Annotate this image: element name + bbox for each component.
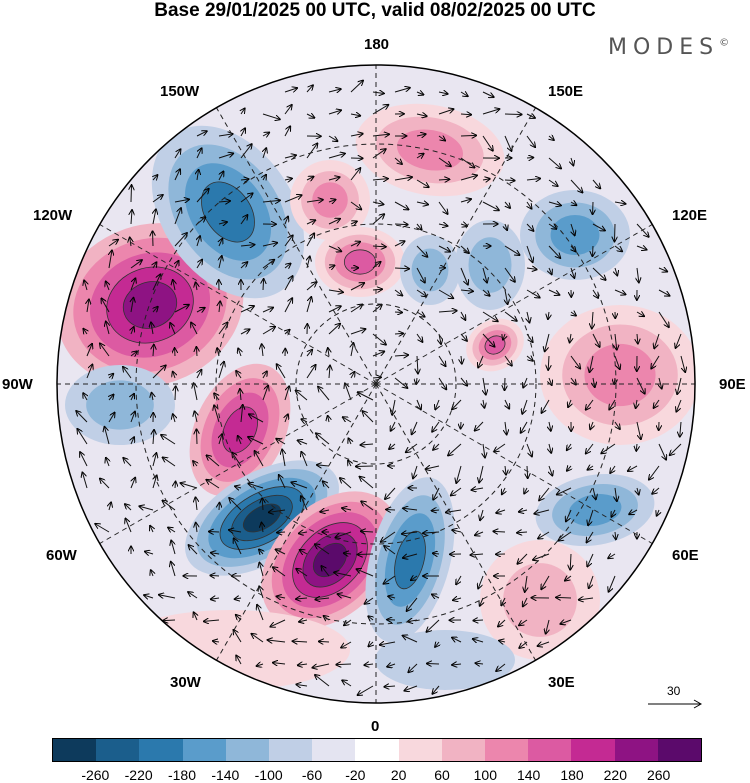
colorbar-tick-label: -100 bbox=[254, 767, 283, 783]
label-lon-90e: 90E bbox=[719, 376, 746, 393]
brand-logo: MODES© bbox=[608, 35, 730, 60]
colorbar-bin bbox=[657, 739, 702, 761]
label-lon-60e: 60E bbox=[672, 547, 699, 564]
label-lon-120e: 120E bbox=[672, 207, 708, 224]
graticule bbox=[57, 65, 695, 703]
label-lon-0: 0 bbox=[371, 718, 380, 735]
colorbar-tick-label: -140 bbox=[211, 767, 240, 783]
label-lon-90w: 90W bbox=[2, 376, 33, 393]
label-lon-120w: 120W bbox=[33, 207, 73, 224]
colorbar-bin bbox=[528, 739, 572, 761]
label-lon-150w: 150W bbox=[160, 83, 200, 100]
colorbar-bin bbox=[53, 739, 97, 761]
colorbar-tick-label: 140 bbox=[516, 767, 541, 783]
colorbar-bin bbox=[96, 739, 140, 761]
colorbar-bin bbox=[355, 739, 399, 761]
colorbar-bin bbox=[312, 739, 356, 761]
colorbar-tick-label: -220 bbox=[124, 767, 153, 783]
colorbar-bin bbox=[139, 739, 183, 761]
colorbar bbox=[52, 738, 702, 762]
colorbar-bin bbox=[614, 739, 658, 761]
colorbar-tick-label: -260 bbox=[81, 767, 110, 783]
label-lon-150e: 150E bbox=[548, 83, 584, 100]
colorbar-bin bbox=[225, 739, 270, 761]
colorbar-tick-label: 20 bbox=[390, 767, 407, 783]
label-lon-30e: 30E bbox=[548, 674, 575, 691]
colorbar-tick-label: 60 bbox=[434, 767, 450, 783]
colorbar-tick-label: 220 bbox=[603, 767, 628, 783]
label-lon-180: 180 bbox=[364, 36, 390, 53]
colorbar-bin bbox=[571, 739, 615, 761]
map-border bbox=[56, 64, 696, 704]
colorbar-tick-label: 260 bbox=[646, 767, 671, 783]
polar-map bbox=[56, 64, 696, 704]
colorbar-bin bbox=[485, 739, 529, 761]
colorbar-bin bbox=[182, 739, 226, 761]
colorbar-tick-label: -20 bbox=[345, 767, 366, 783]
page-title: Base 29/01/2025 00 UTC, valid 08/02/2025… bbox=[154, 0, 596, 21]
colorbar-bin bbox=[441, 739, 486, 761]
colorbar-tick-label: -60 bbox=[301, 767, 323, 783]
colorbar-tick-label: 180 bbox=[560, 767, 584, 783]
colorbar-tick-label: -180 bbox=[167, 767, 197, 783]
reference-vector-label: 30 bbox=[667, 684, 681, 698]
colorbar-bin bbox=[398, 739, 442, 761]
reference-vector-arrow bbox=[648, 699, 703, 709]
label-lon-60w: 60W bbox=[46, 547, 77, 564]
colorbar-bin bbox=[269, 739, 313, 761]
label-lon-30w: 30W bbox=[170, 674, 201, 691]
colorbar-tick-label: 100 bbox=[473, 767, 498, 783]
